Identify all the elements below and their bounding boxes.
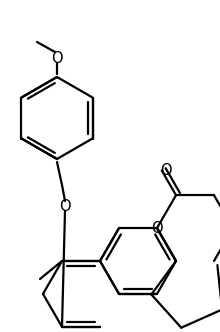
Text: O: O xyxy=(151,220,163,236)
Text: O: O xyxy=(59,199,71,213)
Text: O: O xyxy=(51,50,63,65)
Text: O: O xyxy=(160,163,172,178)
